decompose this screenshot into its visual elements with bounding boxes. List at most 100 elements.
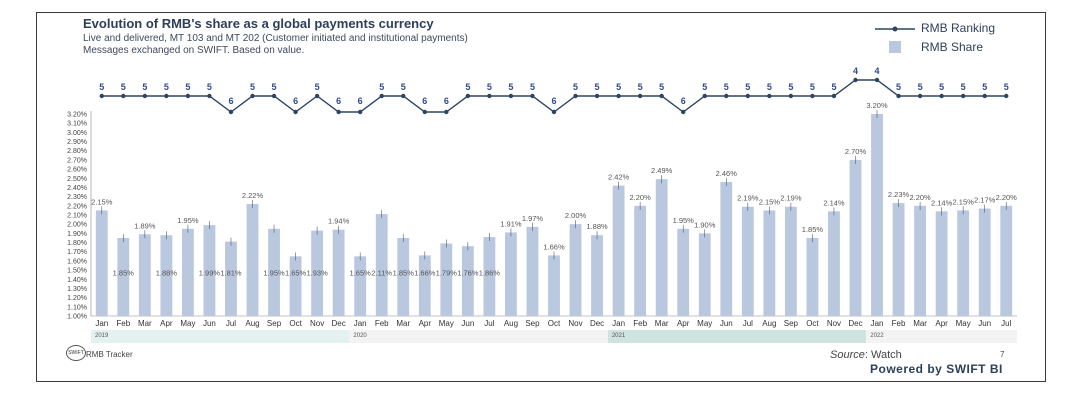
share-data-label: 1.95% — [673, 216, 695, 225]
share-bar — [784, 206, 797, 316]
share-data-label: 2.42% — [608, 173, 630, 182]
x-tick-label: Mar — [396, 319, 410, 328]
ranking-point — [594, 93, 600, 99]
x-tick-label: Jan — [871, 319, 884, 328]
x-tick-label: Aug — [762, 319, 776, 328]
y-tick-label: 2.40% — [67, 185, 87, 192]
year-band: 2022 — [866, 330, 1017, 343]
ranking-point — [508, 93, 514, 99]
x-tick-label: Nov — [568, 319, 582, 328]
ranking-point — [702, 93, 707, 99]
ranking-label: 5 — [638, 82, 643, 92]
ranking-label: 5 — [99, 82, 104, 92]
x-tick-label: Feb — [633, 319, 647, 328]
share-bar — [505, 232, 517, 316]
x-tick-label: Jul — [226, 319, 236, 328]
share-data-label: 3.20% — [866, 101, 888, 110]
share-bar — [461, 246, 474, 316]
share-bar — [828, 211, 840, 316]
ranking-label: 4 — [875, 66, 880, 76]
share-data-label: 1.76% — [457, 269, 479, 278]
y-tick-label: 2.20% — [67, 203, 87, 210]
ranking-point — [551, 109, 557, 115]
chart-title: Evolution of RMB's share as a global pay… — [83, 16, 434, 31]
ranking-point — [293, 109, 298, 115]
ranking-point — [465, 93, 471, 99]
y-tick-label: 2.50% — [67, 176, 87, 183]
x-tick-label: Jun — [461, 319, 474, 328]
year-band: 2019 — [91, 330, 350, 343]
share-bar — [246, 203, 259, 316]
share-data-label: 2.22% — [242, 191, 264, 200]
share-data-label: 1.89% — [134, 221, 156, 230]
share-bar — [268, 228, 280, 316]
y-tick-label: 2.10% — [67, 213, 87, 220]
share-data-label: 2.15% — [91, 197, 113, 206]
ranking-point — [357, 109, 363, 115]
ranking-point — [896, 93, 901, 99]
ranking-label: 5 — [702, 82, 707, 92]
share-data-label: 2.23% — [888, 190, 910, 199]
y-tick-label: 1.60% — [67, 258, 87, 265]
ranking-label: 5 — [207, 82, 212, 92]
share-bar — [354, 256, 367, 316]
y-tick-label: 1.10% — [67, 304, 87, 311]
x-tick-label: Jun — [978, 319, 991, 328]
ranking-point — [422, 109, 427, 115]
ranking-label: 5 — [272, 82, 277, 92]
x-tick-label: Feb — [116, 319, 130, 328]
source-note: Source: Watch — [830, 349, 902, 361]
y-tick-label: 1.50% — [67, 268, 87, 275]
ranking-point — [1004, 93, 1009, 99]
share-data-label: 1.93% — [306, 269, 328, 278]
x-tick-label: Sep — [784, 319, 799, 328]
ranking-point — [788, 93, 794, 99]
ranking-label: 6 — [422, 96, 427, 106]
share-data-label: 2.49% — [651, 166, 673, 175]
line-marker-icon — [875, 26, 915, 32]
ranking-label: 5 — [745, 82, 750, 92]
share-bar — [203, 225, 216, 316]
share-bar — [440, 243, 453, 316]
x-tick-label: Sep — [267, 319, 282, 328]
ranking-point — [336, 109, 341, 115]
share-bar — [160, 235, 173, 316]
share-data-label: 2.14% — [823, 198, 845, 207]
x-tick-label: Mar — [138, 319, 152, 328]
ranking-label: 6 — [228, 96, 233, 106]
x-tick-label: Apr — [160, 319, 173, 328]
share-bar — [978, 208, 991, 316]
share-data-label: 2.15% — [759, 197, 781, 206]
share-bar — [569, 224, 582, 316]
share-bar — [806, 237, 819, 316]
x-tick-label: Jan — [354, 319, 367, 328]
share-data-label: 1.86% — [479, 269, 501, 278]
share-bar — [914, 205, 927, 316]
share-data-label: 1.88% — [156, 269, 178, 278]
ranking-label: 6 — [444, 96, 449, 106]
y-tick-label: 3.20% — [67, 112, 87, 119]
y-tick-label: 1.70% — [67, 249, 87, 256]
ranking-label: 5 — [831, 82, 836, 92]
share-data-label: 2.46% — [716, 169, 738, 178]
ranking-point — [853, 77, 858, 83]
ranking-point — [185, 93, 191, 99]
ranking-point — [637, 93, 643, 99]
ranking-label: 5 — [164, 82, 169, 92]
source-value: : Watch — [864, 349, 902, 361]
ranking-label: 5 — [508, 82, 513, 92]
ranking-point — [164, 93, 169, 99]
x-tick-label: Mar — [913, 319, 927, 328]
share-data-label: 1.95% — [177, 216, 199, 225]
share-bar — [741, 206, 754, 316]
share-data-label: 1.88% — [586, 222, 608, 231]
y-tick-label: 1.30% — [67, 286, 87, 293]
share-bar — [892, 203, 905, 316]
legend-ranking-label: RMB Ranking — [921, 21, 996, 35]
x-tick-label: Jun — [203, 319, 216, 328]
ranking-label: 5 — [573, 82, 578, 92]
ranking-point — [121, 93, 126, 99]
x-tick-label: Feb — [375, 319, 389, 328]
ranking-label: 5 — [616, 82, 621, 92]
